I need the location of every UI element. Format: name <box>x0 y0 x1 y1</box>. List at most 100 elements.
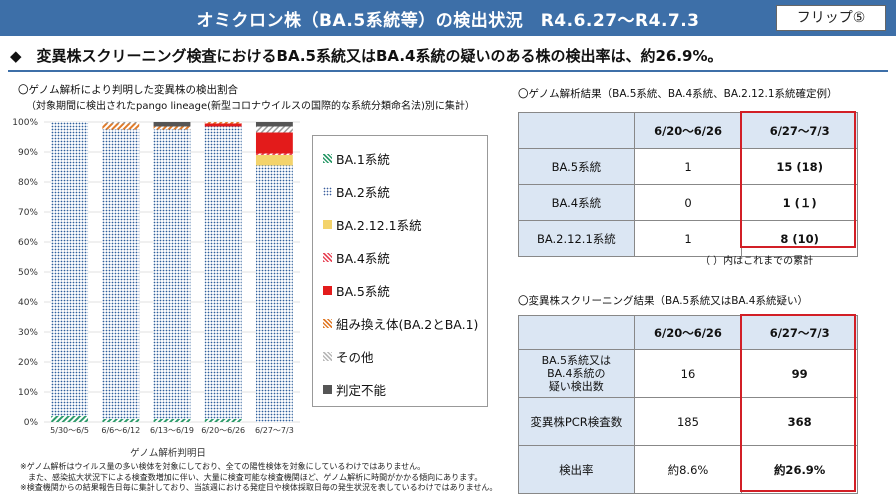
bars <box>51 122 293 422</box>
footnote-line: ※検査機関からの結果報告日毎に集計しており、当該週における発症日や検体採取日毎の… <box>20 483 498 492</box>
row-label: BA.5系統 <box>518 148 635 185</box>
bar-segment <box>255 122 293 127</box>
y-tick-label: 50% <box>18 268 38 278</box>
x-tick-label: 6/27～7/3 <box>255 426 294 435</box>
x-tick-label: 6/6～6/12 <box>101 426 140 435</box>
stacked-bar-chart: 0% 10% 20% 30% 40% 50% 60% 70% 80% 90% 100% 5/30～6… <box>12 118 300 459</box>
x-tick-label: 5/30～6/5 <box>50 426 89 435</box>
column-header-current-week: 6/27～7/3 <box>741 315 858 350</box>
bar-segment <box>102 122 140 124</box>
bar-segment <box>255 126 293 133</box>
legend-item: BA.5系統 <box>323 280 390 300</box>
prev-week-value: 185 <box>633 397 743 446</box>
bar-segment <box>204 123 242 127</box>
prev-week-value: 1 <box>633 148 743 185</box>
bar-segment <box>255 155 293 166</box>
title-bar: オミクロン株（BA.5系統等）の検出状況 R4.6.27～R4.7.3 <box>0 0 896 36</box>
bar-segment <box>153 419 191 422</box>
y-tick-label: 20% <box>18 358 38 368</box>
y-tick-label: 40% <box>18 298 38 308</box>
column-header-current-week: 6/27～7/3 <box>741 112 858 149</box>
legend-swatch <box>323 285 332 295</box>
bar-segment <box>255 153 293 155</box>
footnote-line: また、感染拡大状況下による検査数増加に伴い、大量に検査可能な検査機関ほど、ゲノム… <box>20 472 483 482</box>
current-week-value: 15 (18) <box>741 148 858 185</box>
bar-segment <box>204 122 242 124</box>
y-tick-label: 70% <box>18 208 38 218</box>
legend-swatch <box>323 252 332 262</box>
current-week-highlight-frame <box>740 314 856 492</box>
row-label: BA.5系統又は BA.4系統の 疑い検出数 <box>518 349 635 398</box>
headline: ◆ 変異株スクリーニング検査におけるBA.5系統又はBA.4系統の疑いのある株の… <box>10 47 723 65</box>
table-row: BA.2.12.1系統 1 8 (10) <box>518 220 858 257</box>
y-tick-label: 90% <box>18 148 38 158</box>
genome-results-table: 6/20～6/26 6/27～7/3 BA.5系統 1 15 (18) BA.4… <box>518 112 858 257</box>
footnote-line: ※ゲノム解析はウイルス量の多い検体を対象にしており、全ての陽性検体を対象にしてい… <box>20 462 426 471</box>
legend-item: その他 <box>323 346 374 366</box>
bar-segment <box>204 126 242 419</box>
legend-item: BA.2.12.1系統 <box>323 214 422 234</box>
chart-heading: 〇ゲノム解析により判明した変異株の検出割合 <box>18 84 238 96</box>
bar-segment <box>255 132 293 154</box>
screening-results-table: 6/20～6/26 6/27～7/3 BA.5系統又は BA.4系統の 疑い検出… <box>518 315 858 494</box>
bar-segment <box>102 419 140 422</box>
row-label: BA.4系統 <box>518 184 635 221</box>
prev-week-value: 1 <box>633 220 743 257</box>
bar-segment <box>51 416 89 422</box>
y-tick-label: 100% <box>12 118 38 128</box>
table-corner-cell <box>518 315 635 350</box>
current-week-value: 368 <box>741 397 858 446</box>
x-tick-label: 6/13～6/19 <box>150 426 194 435</box>
flip-badge: フリップ⑤ <box>776 5 886 31</box>
legend-label: BA.2系統 <box>336 184 390 200</box>
y-tick-labels: 0% 10% 20% 30% 40% 50% 60% 70% 80% 90% 100% <box>12 118 38 428</box>
bar-segment <box>153 129 191 419</box>
y-tick-label: 60% <box>18 238 38 248</box>
row-label: 変異株PCR検査数 <box>518 397 635 446</box>
table-header-row: 6/20～6/26 6/27～7/3 <box>518 112 858 149</box>
prev-week-value: 16 <box>633 349 743 398</box>
headline-rule <box>8 70 888 72</box>
footnotes: ※ゲノム解析はウイルス量の多い検体を対象にしており、全ての陽性検体を対象にしてい… <box>20 462 497 494</box>
prev-week-value: 約8.6% <box>633 445 743 494</box>
legend-item: 判定不能 <box>323 379 386 399</box>
x-axis-title: ゲノム解析判明日 <box>130 447 206 459</box>
x-tick-label: 6/20～6/26 <box>201 426 245 435</box>
y-tick-label: 10% <box>18 388 38 398</box>
x-tick-labels: 5/30～6/5 6/6～6/12 6/13～6/19 6/20～6/26 6/27～7… <box>50 426 294 435</box>
current-week-value: 8 (10) <box>741 220 858 257</box>
table-row: BA.4系統 0 1 (１) <box>518 184 858 221</box>
bar-segment <box>51 122 89 416</box>
legend-label: BA.5系統 <box>336 283 390 299</box>
legend-label: 組み換え体(BA.2とBA.1) <box>336 316 479 332</box>
prev-week-value: 0 <box>633 184 743 221</box>
chart-subheading: （対象期間に検出されたpango lineage(新型コロナウイルスの国際的な系… <box>26 101 475 112</box>
legend-swatch <box>323 153 332 163</box>
column-header-prev-week: 6/20～6/26 <box>633 315 743 350</box>
y-tick-label: 0% <box>24 418 39 428</box>
bar-segment <box>153 122 191 127</box>
legend-item: BA.2系統 <box>323 181 390 201</box>
legend-swatch <box>323 318 332 328</box>
legend-item: BA.1系統 <box>323 148 390 168</box>
legend-label: BA.4系統 <box>336 250 390 266</box>
table-header-row: 6/20～6/26 6/27～7/3 <box>518 315 858 350</box>
legend-swatch <box>323 351 332 361</box>
legend-label: その他 <box>336 349 374 365</box>
genome-table-heading: 〇ゲノム解析結果（BA.5系統、BA.4系統、BA.2.12.1系統確定例） <box>518 88 838 100</box>
page-title: オミクロン株（BA.5系統等）の検出状況 R4.6.27～R4.7.3 <box>196 11 700 31</box>
legend-label: 判定不能 <box>336 382 387 398</box>
legend-label: BA.2.12.1系統 <box>336 217 422 233</box>
legend-label: BA.1系統 <box>336 151 390 167</box>
table-row: 検出率 約8.6% 約26.9% <box>518 445 858 494</box>
legend-item: BA.4系統 <box>323 247 390 267</box>
chart-legend: BA.1系統 BA.2系統 BA.2.12.1系統 BA.4系統 BA.5系統組み換え体… <box>312 135 488 407</box>
screening-table-heading: 〇変異株スクリーニング結果（BA.5系統又はBA.4系統疑い） <box>518 295 808 307</box>
bar-segment <box>102 123 140 130</box>
bar-segment <box>102 129 140 419</box>
y-tick-label: 30% <box>18 328 38 338</box>
legend-item: 組み換え体(BA.2とBA.1) <box>323 313 478 333</box>
column-header-prev-week: 6/20～6/26 <box>633 112 743 149</box>
current-week-highlight-frame <box>740 111 856 248</box>
row-label: 検出率 <box>518 445 635 494</box>
